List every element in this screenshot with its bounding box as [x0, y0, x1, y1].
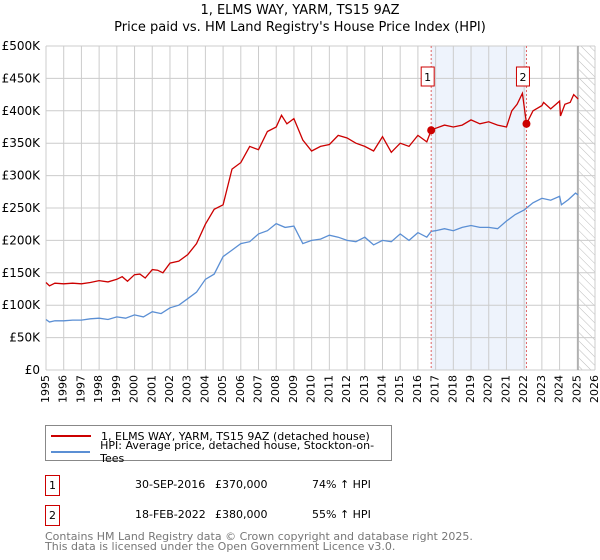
- x-tick-label: 2004: [198, 375, 211, 403]
- chart-title: 1, ELMS WAY, YARM, TS15 9AZ: [200, 3, 400, 18]
- x-tick-label: 2023: [535, 375, 548, 403]
- y-tick-label: £50K: [9, 331, 41, 345]
- y-tick-label: £150K: [2, 266, 42, 280]
- sale-price: £380,000: [215, 508, 268, 521]
- x-tick-label: 2003: [181, 375, 194, 403]
- x-tick-label: 2013: [358, 375, 371, 403]
- sale-row: 2 18-FEB-2022 £380,000 55% ↑ HPI: [45, 505, 445, 527]
- x-tick-label: 2024: [553, 375, 566, 403]
- legend-swatch-blue: [51, 451, 91, 453]
- x-tick-label: 2020: [482, 375, 495, 403]
- price-paid-line: [45, 91, 579, 287]
- x-tick-label: 2000: [128, 375, 141, 403]
- x-tick-label: 2012: [340, 375, 353, 403]
- y-tick-label: £500K: [2, 39, 42, 53]
- legend-label: 1, ELMS WAY, YARM, TS15 9AZ (detached ho…: [101, 429, 370, 443]
- y-tick-label: £300K: [2, 169, 42, 183]
- x-tick-label: 2002: [163, 375, 176, 403]
- legend-item-price: 1, ELMS WAY, YARM, TS15 9AZ (detached ho…: [51, 428, 370, 444]
- x-tick-label: 2001: [145, 375, 158, 403]
- x-tick-label: 2017: [429, 375, 442, 403]
- x-tick-label: 1996: [57, 375, 70, 403]
- sale-label: 1: [424, 71, 431, 84]
- footer-licence: This data is licensed under the Open Gov…: [45, 540, 396, 553]
- sale-label-box: [515, 66, 530, 87]
- x-tick-label: 2016: [411, 375, 424, 403]
- footer-copyright: Contains HM Land Registry data © Crown c…: [45, 530, 473, 543]
- x-tick-label: 1998: [92, 375, 105, 403]
- y-tick-label: £0: [25, 363, 40, 377]
- sale-hpi-change: 74% ↑ HPI: [312, 478, 371, 491]
- y-tick-label: £350K: [2, 136, 42, 150]
- y-tick-label: £200K: [2, 233, 42, 247]
- sale-hpi-change: 55% ↑ HPI: [312, 508, 371, 521]
- x-tick-label: 2006: [234, 375, 247, 403]
- x-tick-label: 2022: [517, 375, 530, 403]
- x-tick-label: 2005: [216, 375, 229, 403]
- sale-point: [522, 119, 531, 128]
- x-tick-label: 2018: [446, 375, 459, 403]
- sale-label: 2: [519, 71, 526, 84]
- x-tick-label: 2008: [269, 375, 282, 403]
- hpi-line: [45, 192, 579, 323]
- legend: 1, ELMS WAY, YARM, TS15 9AZ (detached ho…: [45, 425, 392, 465]
- legend-item-hpi: HPI: Average price, detached house, Stoc…: [51, 439, 391, 465]
- sale-row: 1 30-SEP-2016 £370,000 74% ↑ HPI: [45, 475, 445, 497]
- x-tick-label: 2021: [499, 375, 512, 403]
- x-tick-label: 2015: [393, 375, 406, 403]
- sale-marker-badge: 2: [45, 505, 60, 526]
- sale-date: 18-FEB-2022: [135, 508, 206, 521]
- y-tick-label: £250K: [2, 201, 42, 215]
- y-tick-label: £400K: [2, 104, 42, 118]
- sale-price: £370,000: [215, 478, 268, 491]
- chart-subtitle: Price paid vs. HM Land Registry's House …: [114, 20, 486, 35]
- plot-area: 1 2 1995 1996 1997 1998 1999 2000 2001 2002 2003 20…: [2, 39, 600, 403]
- sale-date: 30-SEP-2016: [135, 478, 206, 491]
- legend-swatch-red: [51, 435, 91, 437]
- x-tick-label: 1995: [39, 375, 52, 403]
- x-tick-label: 2009: [287, 375, 300, 403]
- x-tick-label: 2025: [570, 375, 583, 403]
- sale-point: [427, 126, 436, 135]
- y-tick-label: £100K: [2, 298, 42, 312]
- x-tick-label: 2010: [305, 375, 318, 403]
- x-tick-label: 2026: [588, 375, 600, 403]
- x-tick-label: 1997: [74, 375, 87, 403]
- x-tick-label: 2011: [322, 375, 335, 403]
- sale-marker-badge: 1: [45, 475, 60, 496]
- x-tick-label: 1999: [110, 375, 123, 403]
- y-tick-label: £450K: [2, 71, 42, 85]
- x-tick-label: 2014: [375, 375, 388, 403]
- x-tick-label: 2007: [252, 375, 265, 403]
- x-tick-label: 2019: [464, 375, 477, 403]
- sale-label-box: [420, 66, 435, 87]
- legend-label: HPI: Average price, detached house, Stoc…: [100, 439, 375, 465]
